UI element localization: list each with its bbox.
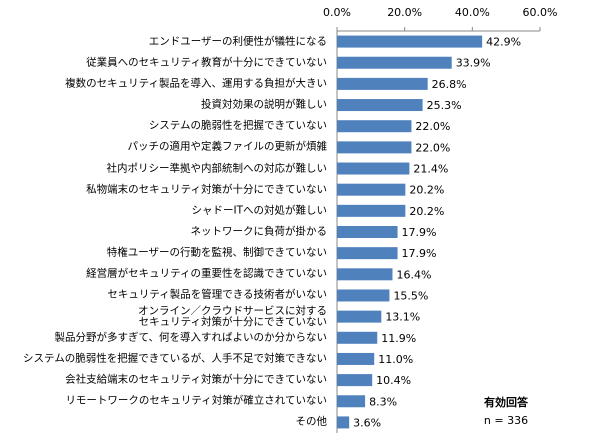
bar: [337, 226, 398, 238]
value-label: 25.3%: [427, 99, 462, 112]
value-label: 17.9%: [402, 226, 437, 239]
value-label: 13.1%: [385, 311, 420, 324]
bar: [337, 120, 412, 133]
x-tick-label: 0.0%: [323, 6, 351, 19]
y-tick-label: 製品分野が多すぎて、何を導入すればよいのか分からない: [54, 331, 327, 344]
y-tick-label: パッチの適用や定義ファイルの更新が煩雑: [127, 140, 328, 153]
y-tick-label: システムの脆弱性を把握できていない: [148, 119, 327, 132]
value-label: 10.4%: [376, 374, 411, 387]
y-tick-label: 特権ユーザーの行動を監視、制御できていない: [106, 246, 327, 259]
value-label: 11.0%: [378, 353, 413, 366]
bar: [337, 268, 393, 281]
y-tick-label: 従業員へのセキュリティ教育が十分にできていない: [86, 56, 327, 69]
bar: [337, 374, 373, 387]
bar: [337, 331, 378, 344]
value-label: 21.4%: [413, 163, 448, 176]
y-tick-label: その他: [295, 415, 328, 428]
value-label: 22.0%: [415, 141, 450, 154]
bar: [337, 310, 382, 323]
value-label: 15.5%: [393, 289, 428, 302]
value-label: 17.9%: [402, 247, 437, 260]
bar: [337, 247, 398, 260]
value-label: 20.2%: [409, 184, 444, 197]
annotation-title: 有効回答: [484, 395, 529, 409]
bar: [337, 141, 412, 154]
x-tick-label: 40.0%: [455, 6, 490, 19]
x-tick-label: 20.0%: [387, 6, 422, 19]
bar: [337, 183, 406, 196]
bar: [337, 162, 410, 175]
bar: [337, 204, 406, 217]
bar: [337, 35, 483, 48]
bar: [337, 77, 428, 90]
value-label: 20.2%: [409, 205, 444, 218]
annotation-n: n = 336: [484, 414, 528, 427]
bar: [337, 352, 375, 365]
y-tick-label: リモートワークのセキュリティ対策が確立されていない: [65, 394, 327, 407]
value-label: 16.4%: [396, 268, 431, 281]
y-tick-label: 投資対効果の説明が難しい: [201, 98, 327, 111]
value-label: 42.9%: [486, 36, 521, 49]
value-label: 3.6%: [353, 416, 381, 429]
y-tick-label: 複数のセキュリティ製品を導入、運用する負担が大きい: [65, 77, 327, 90]
y-tick-label: システムの脆弱性を把握できているが、人手不足で対策できない: [23, 352, 327, 365]
value-label: 8.3%: [369, 395, 397, 408]
y-tick-label: シャドーITへの対処が難しい: [191, 204, 327, 217]
y-tick-label: 会社支給端末のセキュリティ対策が十分にできていない: [65, 373, 327, 386]
value-label: 11.9%: [381, 332, 416, 345]
bar: [337, 289, 390, 302]
y-tick-label: 私物端末のセキュリティ対策が十分にできていない: [86, 183, 327, 196]
y-tick-label: 経営層がセキュリティの重要性を認識できていない: [86, 267, 327, 280]
y-tick-label: エンドユーザーの利便性が犠牲になる: [148, 35, 327, 48]
value-label: 22.0%: [415, 120, 450, 133]
bar: [337, 56, 452, 69]
y-tick-label: 社内ポリシー準拠や内部統制への対応が難しい: [106, 162, 328, 175]
bar: [337, 416, 350, 429]
y-tick-label: セキュリティ製品を管理できる技術者がいない: [107, 288, 327, 301]
y-tick-label: オンライン／クラウドサービスに対する セキュリティ対策が十分にできていない: [138, 304, 327, 328]
value-label: 26.8%: [432, 78, 467, 91]
value-label: 33.9%: [456, 57, 491, 70]
bar: [337, 99, 423, 112]
y-tick-label: ネットワークに負荷が掛かる: [190, 225, 328, 238]
bar: [337, 395, 366, 408]
x-tick-label: 60.0%: [523, 6, 558, 19]
